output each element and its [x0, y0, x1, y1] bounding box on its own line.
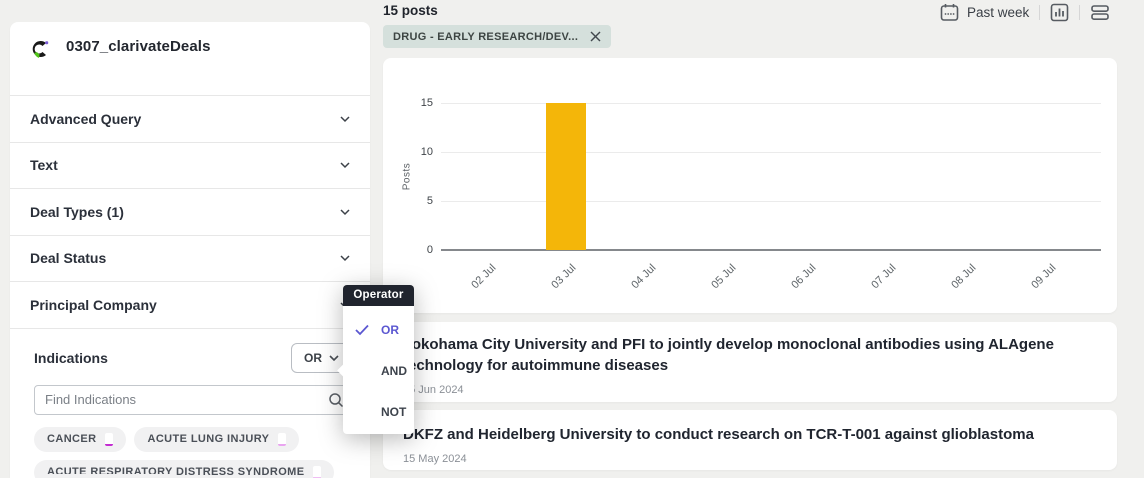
post-date: 05 Jun 2024 [403, 384, 464, 396]
search-icon [329, 392, 344, 407]
sidebar-section-advanced-query[interactable]: Advanced Query [10, 96, 370, 143]
find-indications-input[interactable] [34, 384, 362, 415]
y-axis-tick: 5 [426, 195, 433, 207]
close-icon[interactable] [590, 31, 601, 42]
chevron-down-icon [329, 354, 339, 361]
operator-option-label: OR [381, 323, 399, 337]
divider [1079, 4, 1081, 20]
y-axis-tick: 15 [420, 97, 433, 109]
post-card[interactable]: Yokohama City University and PFI to join… [383, 322, 1117, 402]
y-axis-tick: 10 [420, 146, 433, 158]
x-axis-tick: 03 Jul [549, 262, 579, 292]
post-card[interactable]: DKFZ and Heidelberg University to conduc… [383, 410, 1117, 470]
x-axis-line [441, 249, 1101, 251]
chevron-down-icon [340, 209, 350, 215]
gridline [441, 201, 1101, 202]
post-title[interactable]: Yokohama City University and PFI to join… [403, 336, 1054, 374]
section-label: Principal Company [30, 296, 157, 313]
gridline [441, 152, 1101, 153]
project-header: 0307_clarivateDeals [10, 22, 370, 96]
indications-label: Indications [34, 349, 108, 366]
section-label: Deal Types (1) [30, 203, 124, 220]
calendar-icon [940, 3, 959, 21]
chip-label: ACUTE LUNG INJURY [147, 433, 270, 445]
sidebar-section-deal-types-1[interactable]: Deal Types (1) [10, 189, 370, 236]
chip-label: CANCER [47, 433, 97, 445]
operator-value: OR [304, 350, 322, 365]
x-axis-tick: 02 Jul [469, 262, 499, 292]
operator-option-or[interactable]: OR [343, 323, 414, 337]
chevron-down-icon [340, 255, 350, 262]
y-axis-tick: 0 [426, 244, 433, 256]
chip-accent-icon [105, 432, 114, 446]
check-icon [355, 324, 369, 336]
divider [1039, 4, 1041, 20]
section-label: Advanced Query [30, 110, 142, 127]
indication-chips: CANCER ACUTE LUNG INJURY ACUTE RESPIRATORY… [34, 426, 364, 478]
deal-type-filter-chip[interactable]: DRUG - EARLY RESEARCH/DEV... [383, 25, 612, 48]
bar-chart-icon [1050, 3, 1069, 21]
section-label: Deal Status [30, 250, 107, 267]
indication-chip[interactable]: ACUTE LUNG INJURY [134, 426, 300, 452]
operator-option-and[interactable]: AND [343, 364, 414, 378]
view-controls: Past week [940, 2, 1110, 22]
project-title: 0307_clarivateDeals [66, 38, 211, 55]
sidebar-section-principal-company[interactable]: Principal Company [10, 282, 370, 329]
operator-option-label: NOT [381, 405, 407, 419]
y-axis-label: Posts [401, 162, 413, 190]
post-title[interactable]: DKFZ and Heidelberg University to conduc… [403, 426, 1034, 443]
x-axis-tick: 05 Jul [709, 262, 739, 292]
gridline [441, 103, 1101, 104]
x-axis-tick: 04 Jul [629, 262, 659, 292]
filter-sections: Advanced Query Text Deal Types (1) Deal Sta… [10, 96, 370, 329]
x-axis-tick: 07 Jul [869, 262, 899, 292]
operator-popup: Operator OR AND NOT [337, 285, 414, 434]
bar-03-jul[interactable] [546, 103, 586, 250]
date-range-button[interactable]: Past week [940, 3, 1029, 22]
chart-view-toggle[interactable] [1050, 3, 1069, 22]
chip-accent-icon [313, 465, 322, 478]
operator-option-not[interactable]: NOT [343, 405, 414, 419]
section-label: Text [30, 157, 58, 174]
indication-chip-partial[interactable] [34, 474, 184, 478]
chevron-down-icon [340, 162, 350, 169]
clarivate-logo-icon [30, 39, 50, 59]
operator-option-label: AND [381, 364, 407, 378]
chevron-down-icon [340, 116, 350, 122]
x-axis-tick: 09 Jul [1029, 262, 1059, 292]
sidebar-section-deal-status[interactable]: Deal Status [10, 236, 370, 282]
x-axis-tick: 06 Jul [789, 262, 819, 292]
posts-count: 15 posts [383, 3, 438, 18]
sidebar-section-text[interactable]: Text [10, 143, 370, 189]
indication-chip[interactable]: CANCER [34, 426, 127, 452]
filter-chip-label: DRUG - EARLY RESEARCH/DEV... [393, 30, 579, 43]
list-view-toggle[interactable] [1090, 3, 1110, 22]
date-range-label: Past week [967, 4, 1030, 20]
posts-bar-chart: 0 5 10 15 Posts 02 Jul 03 Jul 04 Jul 05 Jul 06 Ju… [383, 58, 1117, 313]
post-date: 15 May 2024 [403, 453, 467, 465]
chip-accent-icon [278, 432, 287, 446]
x-axis-tick: 08 Jul [949, 262, 979, 292]
operator-popup-title: Operator [343, 285, 414, 306]
list-icon [1091, 4, 1110, 20]
filters-sidebar: 0307_clarivateDeals Advanced Query Text De… [10, 22, 370, 478]
